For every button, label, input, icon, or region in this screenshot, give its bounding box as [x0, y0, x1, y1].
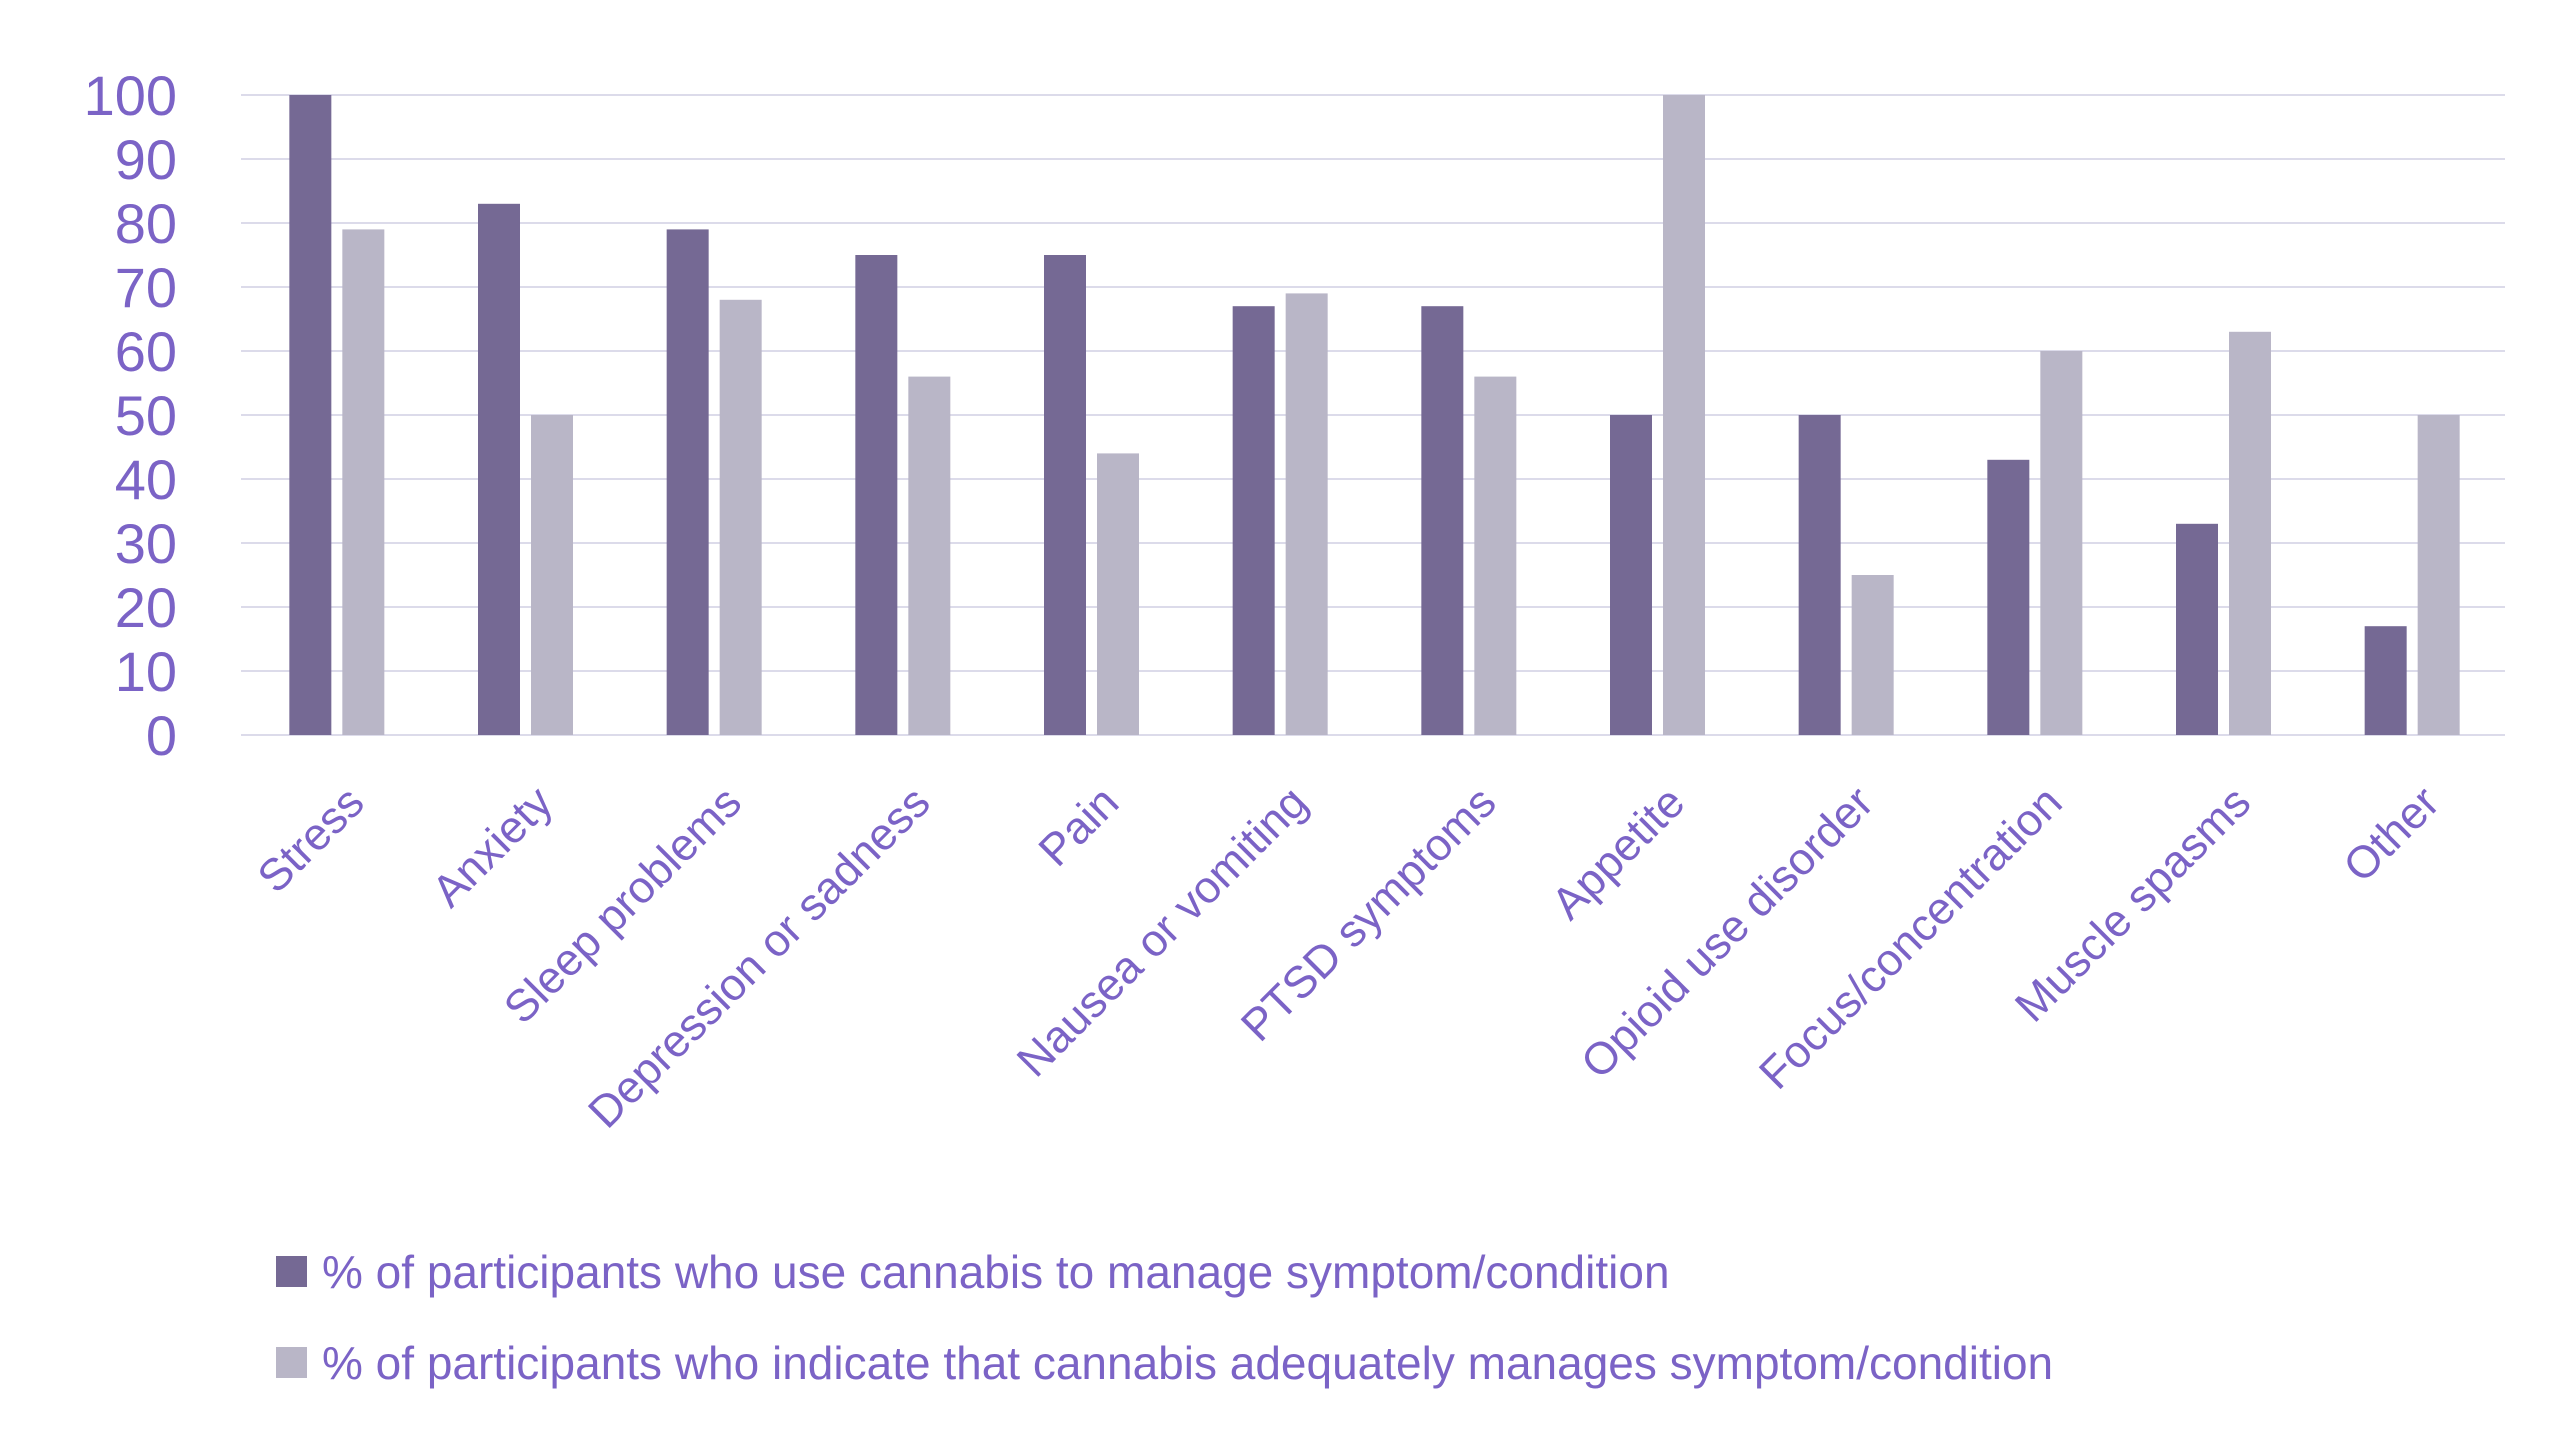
- x-tick-label: Other: [2333, 776, 2449, 892]
- bar-use-10: [2176, 523, 2218, 735]
- bar-use-2: [666, 229, 709, 735]
- bar-adequate-10: [2229, 331, 2271, 735]
- bar-adequate-7: [1663, 95, 1705, 735]
- x-tick-label: Pain: [1029, 776, 1129, 876]
- y-tick-label: 70: [115, 256, 177, 319]
- legend: % of participants who use cannabis to ma…: [276, 1246, 2053, 1389]
- y-tick-label: 100: [84, 64, 177, 127]
- bar-adequate-4: [1097, 453, 1139, 735]
- bar-use-8: [1798, 415, 1841, 735]
- bar-use-4: [1044, 255, 1086, 735]
- bar-use-0: [289, 95, 332, 735]
- y-tick-label: 90: [115, 128, 177, 191]
- legend-swatch-adequate: [276, 1347, 307, 1378]
- y-tick-label: 80: [115, 192, 177, 255]
- x-tick-label: Appetite: [1541, 776, 1694, 929]
- bar-use-6: [1421, 306, 1464, 735]
- bar-use-5: [1232, 306, 1275, 735]
- legend-swatch-use: [276, 1256, 307, 1287]
- bar-use-11: [2364, 626, 2407, 735]
- y-tick-label: 20: [115, 576, 177, 639]
- y-tick-label: 10: [115, 640, 177, 703]
- y-tick-label: 40: [115, 448, 177, 511]
- bar-use-9: [1987, 459, 2030, 735]
- bar-adequate-8: [1851, 575, 1894, 735]
- x-tick-label: Depression or sadness: [578, 776, 940, 1138]
- x-tick-label: Stress: [247, 776, 373, 902]
- gridlines: [241, 94, 2505, 736]
- y-tick-label: 50: [115, 384, 177, 447]
- legend-label-adequate: % of participants who indicate that cann…: [322, 1337, 2053, 1389]
- bar-adequate-1: [531, 415, 573, 735]
- bar-adequate-0: [342, 229, 385, 735]
- x-tick-label: Anxiety: [422, 776, 563, 917]
- bar-adequate-3: [908, 376, 951, 735]
- y-tick-label: 30: [115, 512, 177, 575]
- bar-use-1: [478, 203, 520, 736]
- bar-adequate-5: [1285, 293, 1328, 735]
- y-tick-label: 60: [115, 320, 177, 383]
- bar-adequate-2: [719, 299, 762, 735]
- bar-use-7: [1610, 415, 1652, 735]
- bars: [289, 95, 2460, 736]
- bar-use-3: [855, 255, 898, 735]
- bar-adequate-11: [2417, 415, 2460, 735]
- bar-adequate-9: [2040, 351, 2083, 735]
- y-tick-label: 0: [146, 704, 177, 767]
- bar-adequate-6: [1474, 376, 1517, 735]
- legend-label-use: % of participants who use cannabis to ma…: [322, 1246, 1670, 1298]
